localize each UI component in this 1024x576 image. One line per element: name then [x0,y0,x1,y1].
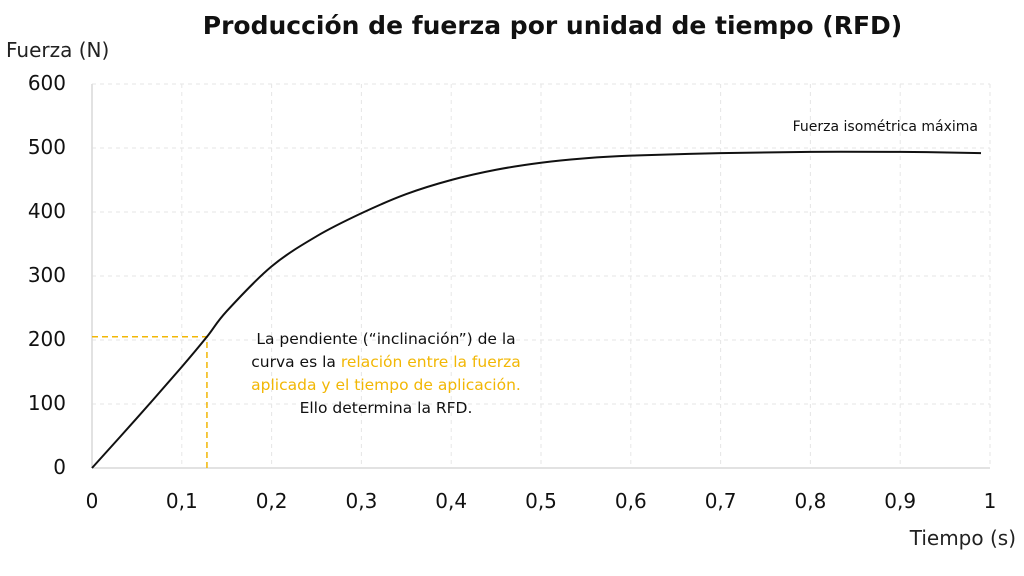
grid-lines [92,83,991,468]
x-tick-label: 0 [85,489,99,513]
chart-title: Producción de fuerza por unidad de tiemp… [202,11,903,40]
x-tick-label: 0,9 [884,489,917,513]
reference-lines [92,336,208,468]
y-tick-label: 100 [27,391,66,415]
x-tick-label: 0,2 [255,489,288,513]
force-curve [91,150,982,469]
slope-line-1: La pendiente (“inclinación”) de la [256,330,516,348]
x-tick-label: 0,8 [794,489,827,513]
y-axis-label: Fuerza (N) [6,38,110,62]
y-tick-label: 400 [27,199,66,223]
x-tick-label: 0,7 [704,489,737,513]
axes [91,84,990,469]
x-tick-label: 0,6 [614,489,647,513]
x-tick-label: 0,4 [435,489,468,513]
y-tick-label: 0 [53,455,66,479]
x-tick-label: 0,1 [165,489,198,513]
y-tick-label: 200 [27,327,66,351]
slope-line-3-highlight: aplicada y el tiempo de aplicación. [251,376,521,394]
max-force-annotation: Fuerza isométrica máxima [792,119,978,135]
x-tick-label: 1 [983,489,997,513]
slope-line-2: curva es la relación entre la fuerza [222,351,550,374]
slope-line-2-highlight: relación entre la fuerza [340,353,521,371]
slope-line-4: Ello determina la RFD. [299,399,473,417]
y-tick-label: 500 [27,135,66,159]
x-axis-label: Tiempo (s) [909,526,1016,550]
x-tick-label: 0,5 [525,489,557,513]
slope-annotation: La pendiente (“inclinación”) de la curva… [222,328,550,420]
y-tick-label: 600 [27,71,66,95]
slope-line-2-a: curva es la [251,353,341,371]
x-tick-label: 0,3 [345,489,378,513]
y-tick-label: 300 [27,263,66,287]
